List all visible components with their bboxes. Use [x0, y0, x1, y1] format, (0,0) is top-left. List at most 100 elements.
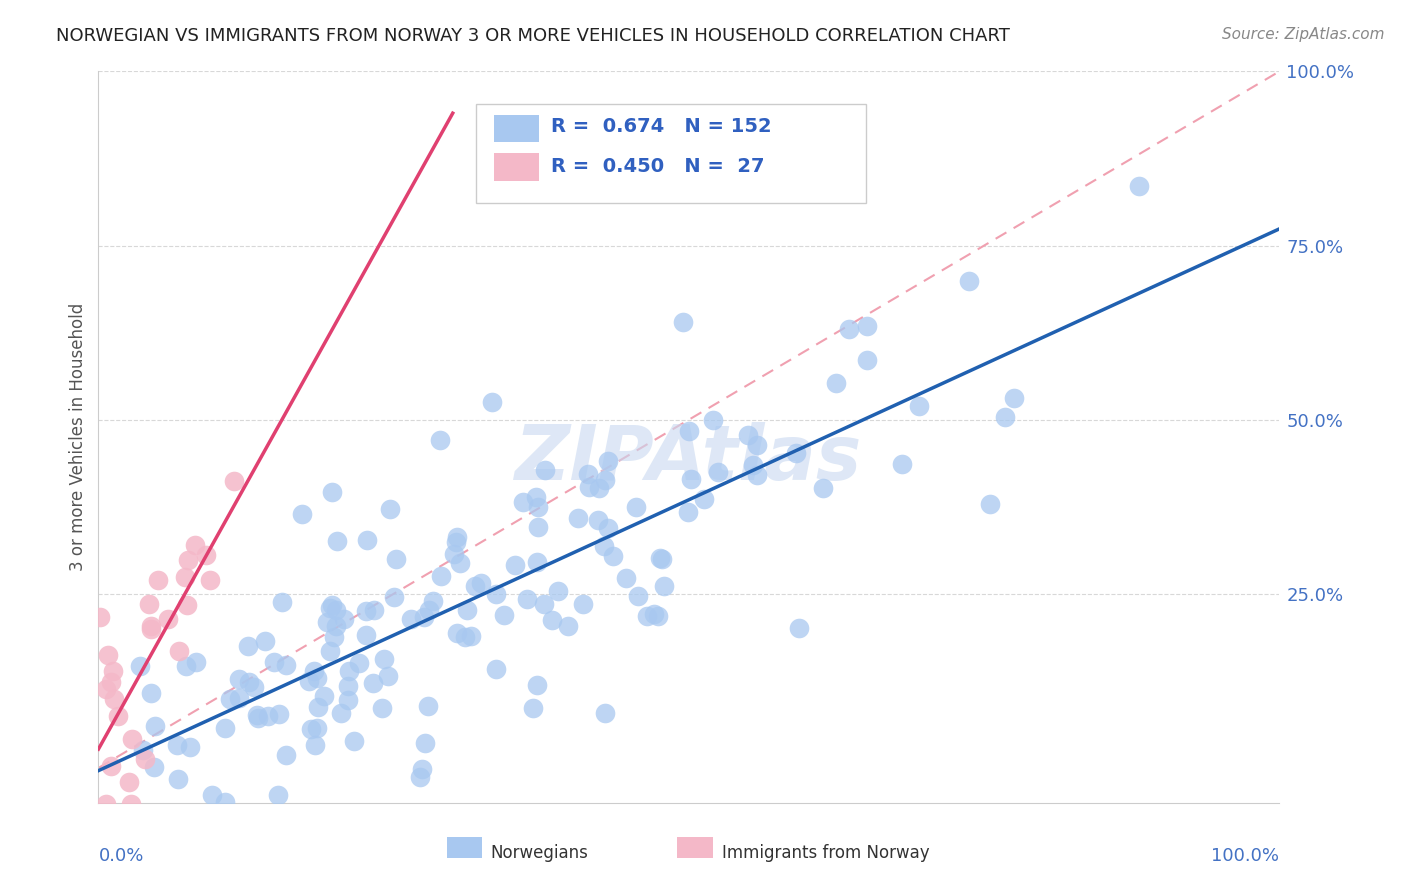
- Point: [651, 552, 673, 566]
- Point: [464, 579, 486, 593]
- Point: [747, 467, 769, 482]
- Point: [174, 659, 197, 673]
- Point: [856, 319, 879, 334]
- FancyBboxPatch shape: [447, 838, 482, 858]
- Point: [325, 619, 347, 633]
- Point: [128, 658, 150, 673]
- Point: [325, 602, 347, 616]
- Point: [174, 570, 197, 584]
- Text: R =  0.674   N = 152: R = 0.674 N = 152: [551, 118, 772, 136]
- Point: [291, 507, 314, 521]
- Point: [422, 594, 444, 608]
- Point: [1128, 178, 1150, 193]
- Point: [184, 656, 207, 670]
- Point: [533, 597, 555, 611]
- Point: [494, 607, 516, 622]
- Point: [138, 597, 160, 611]
- Point: [572, 597, 595, 611]
- Point: [994, 409, 1017, 424]
- Point: [120, 797, 142, 811]
- Point: [429, 434, 451, 448]
- Point: [330, 706, 353, 720]
- Text: Source: ZipAtlas.com: Source: ZipAtlas.com: [1222, 27, 1385, 42]
- Point: [246, 707, 269, 722]
- Point: [547, 584, 569, 599]
- Point: [411, 763, 433, 777]
- Point: [588, 481, 610, 495]
- Point: [179, 739, 201, 754]
- Point: [228, 691, 250, 706]
- Point: [337, 693, 360, 707]
- Point: [444, 535, 467, 549]
- Point: [307, 699, 329, 714]
- Point: [326, 533, 349, 548]
- Point: [377, 669, 399, 683]
- Point: [167, 644, 190, 658]
- Point: [648, 551, 671, 566]
- Text: NORWEGIAN VS IMMIGRANTS FROM NORWAY 3 OR MORE VEHICLES IN HOUSEHOLD CORRELATION : NORWEGIAN VS IMMIGRANTS FROM NORWAY 3 OR…: [56, 27, 1010, 45]
- Point: [274, 657, 297, 672]
- Point: [176, 878, 198, 892]
- Point: [267, 707, 290, 722]
- Point: [534, 463, 557, 477]
- Point: [557, 618, 579, 632]
- Point: [141, 686, 163, 700]
- Point: [449, 557, 471, 571]
- Point: [134, 752, 156, 766]
- Point: [100, 759, 122, 773]
- Point: [246, 711, 269, 725]
- Point: [319, 644, 342, 658]
- Point: [176, 598, 198, 612]
- Point: [305, 671, 328, 685]
- Point: [298, 673, 321, 688]
- Point: [274, 747, 297, 762]
- Point: [616, 571, 638, 585]
- Point: [195, 548, 218, 562]
- Point: [256, 708, 278, 723]
- Point: [737, 427, 759, 442]
- Point: [678, 425, 700, 439]
- Point: [593, 706, 616, 720]
- Text: ZIPAtlas: ZIPAtlas: [515, 422, 863, 496]
- Point: [172, 834, 194, 848]
- Point: [576, 467, 599, 481]
- Point: [382, 591, 405, 605]
- Point: [323, 630, 346, 644]
- Point: [236, 639, 259, 653]
- Point: [481, 394, 503, 409]
- Point: [787, 621, 810, 635]
- Point: [526, 555, 548, 569]
- Point: [526, 678, 548, 692]
- Point: [979, 497, 1001, 511]
- Point: [742, 458, 765, 472]
- Point: [707, 465, 730, 479]
- Point: [356, 533, 378, 548]
- Point: [636, 609, 658, 624]
- Point: [957, 274, 980, 288]
- Point: [219, 691, 242, 706]
- Point: [117, 774, 139, 789]
- Point: [214, 721, 236, 735]
- Text: 100.0%: 100.0%: [1212, 847, 1279, 864]
- Point: [361, 675, 384, 690]
- Point: [94, 681, 117, 696]
- Point: [304, 739, 326, 753]
- Point: [409, 770, 432, 784]
- Point: [167, 772, 190, 787]
- Point: [224, 474, 246, 488]
- FancyBboxPatch shape: [477, 104, 866, 203]
- Point: [107, 709, 129, 723]
- Point: [524, 490, 547, 504]
- Y-axis label: 3 or more Vehicles in Household: 3 or more Vehicles in Household: [69, 303, 87, 571]
- Point: [540, 613, 562, 627]
- Point: [238, 675, 260, 690]
- Point: [184, 538, 207, 552]
- Point: [316, 615, 339, 630]
- Point: [101, 665, 124, 679]
- Point: [588, 513, 610, 527]
- Point: [446, 530, 468, 544]
- Point: [271, 595, 294, 609]
- Point: [336, 679, 359, 693]
- Point: [354, 628, 377, 642]
- Point: [378, 502, 401, 516]
